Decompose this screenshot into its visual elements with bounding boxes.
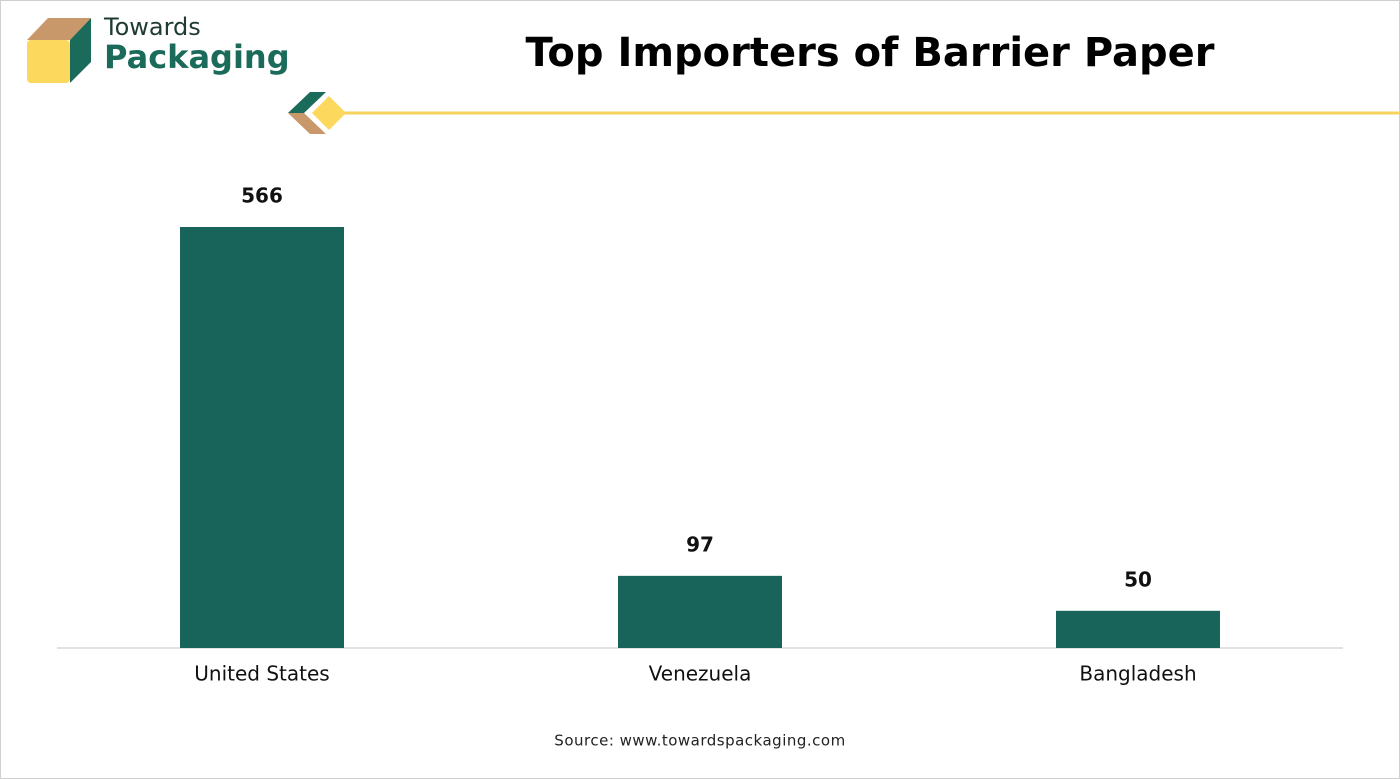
x-tick-label: Bangladesh [1079, 662, 1196, 686]
logo-text: Towards [103, 13, 201, 41]
chart-title: Top Importers of Barrier Paper [525, 30, 1214, 76]
value-label: 50 [1124, 567, 1152, 591]
value-label: 97 [686, 532, 714, 556]
bar [180, 227, 344, 648]
divider-icon [288, 92, 346, 134]
source: Source: www.towardspackaging.com [554, 732, 845, 750]
bar [1056, 610, 1220, 648]
bar [618, 575, 782, 648]
logo-icon [27, 18, 91, 83]
x-tick-label: Venezuela [649, 662, 752, 686]
logo-text: Packaging [104, 38, 290, 76]
value-label: 566 [241, 184, 283, 208]
x-tick-label: United States [194, 662, 329, 686]
